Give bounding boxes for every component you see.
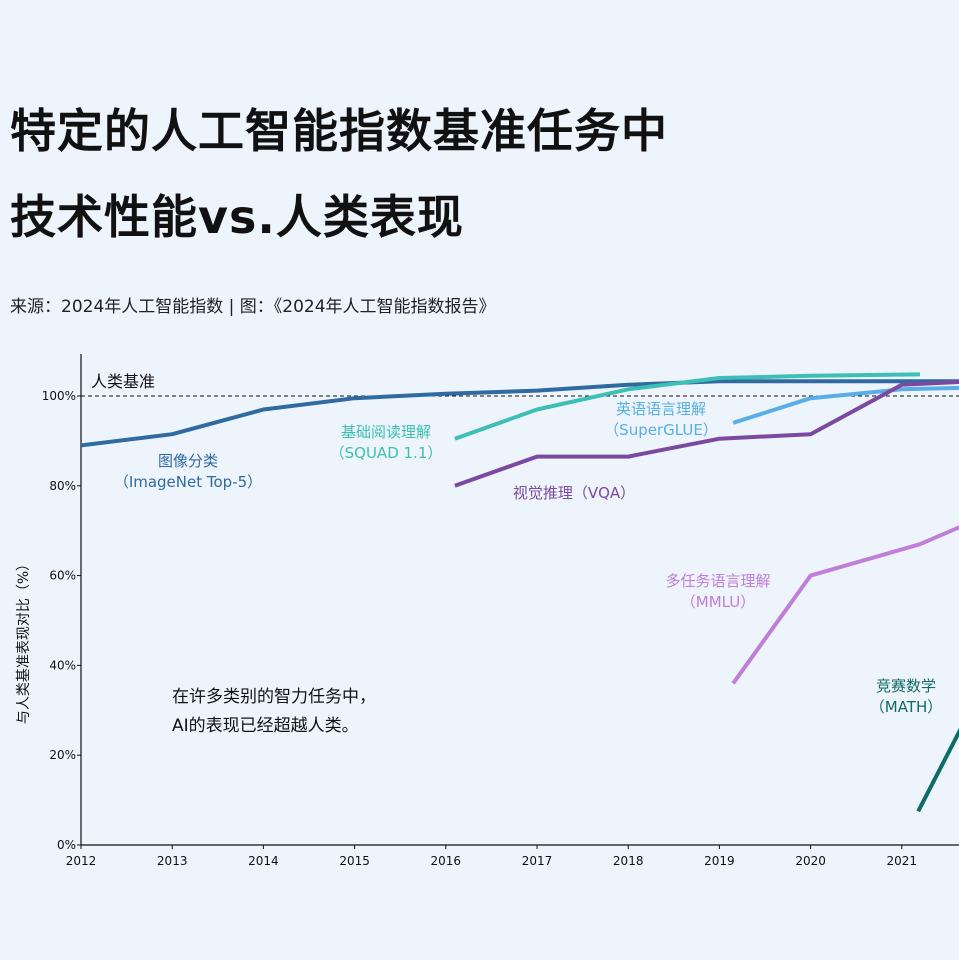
y-tick-label: 80% <box>49 479 76 493</box>
series-label-2: 基础阅读理解 <box>341 423 431 441</box>
series-line-6 <box>916 727 959 813</box>
series-label-5: 多任务语言理解 <box>665 572 770 590</box>
series-label-1: 图像分类 <box>158 452 218 470</box>
y-tick-label: 20% <box>49 748 76 762</box>
series-line-1 <box>81 379 959 448</box>
series-line-4 <box>454 379 959 488</box>
y-tick-label: 60% <box>49 569 76 583</box>
x-tick-label: 2012 <box>66 854 97 868</box>
x-tick-label: 2019 <box>704 854 735 868</box>
series-label-4: 视觉推理（VQA） <box>513 484 635 502</box>
x-tick-label: 2014 <box>248 854 279 868</box>
title-line-2: 技术性能vs.人类表现 <box>10 190 464 244</box>
series-label-6: （MATH） <box>870 698 942 716</box>
y-tick-label: 0% <box>57 838 76 852</box>
series-group <box>81 372 959 813</box>
chart-title: 特定的人工智能指数基准任务中 技术性能vs.人类表现 <box>10 88 668 260</box>
x-tick-label: 2013 <box>157 854 188 868</box>
series-line-5 <box>731 525 959 685</box>
series-label-3: 英语语言理解 <box>616 400 706 418</box>
series-label-2: （SQUAD 1.1） <box>330 444 443 462</box>
series-line-3 <box>732 385 959 425</box>
line-chart: 0% 20% 40% 60% 80% 100% 2012 2013 2014 2015 2016 20… <box>15 354 959 868</box>
x-tick-label: 2016 <box>431 854 462 868</box>
chart-annotation: 在许多类别的智力任务中， <box>172 687 376 707</box>
y-tick-label: 40% <box>49 658 76 672</box>
x-tick-label: 2020 <box>795 854 826 868</box>
title-line-1: 特定的人工智能指数基准任务中 <box>10 104 668 158</box>
x-tick-label: 2017 <box>522 854 553 868</box>
human-baseline-label: 人类基准 <box>91 372 155 391</box>
x-tick-label: 2018 <box>613 854 644 868</box>
x-tick-label: 2015 <box>339 854 370 868</box>
series-label-1: （ImageNet Top-5） <box>114 473 262 491</box>
y-axis-label: 与人类基准表现对比（%） <box>15 557 32 724</box>
x-tick-label: 2021 <box>887 854 918 868</box>
chart-annotation: AI的表现已经超越人类。 <box>172 716 359 736</box>
y-tick-label: 100% <box>42 389 76 403</box>
series-label-3: （SuperGLUE） <box>604 421 718 439</box>
series-label-5: （MMLU） <box>681 593 755 611</box>
series-line-2 <box>454 372 921 441</box>
series-label-6: 竞赛数学 <box>876 677 936 695</box>
source-caption: 来源：2024年人工智能指数 | 图：《2024年人工智能指数报告》 <box>10 297 496 317</box>
